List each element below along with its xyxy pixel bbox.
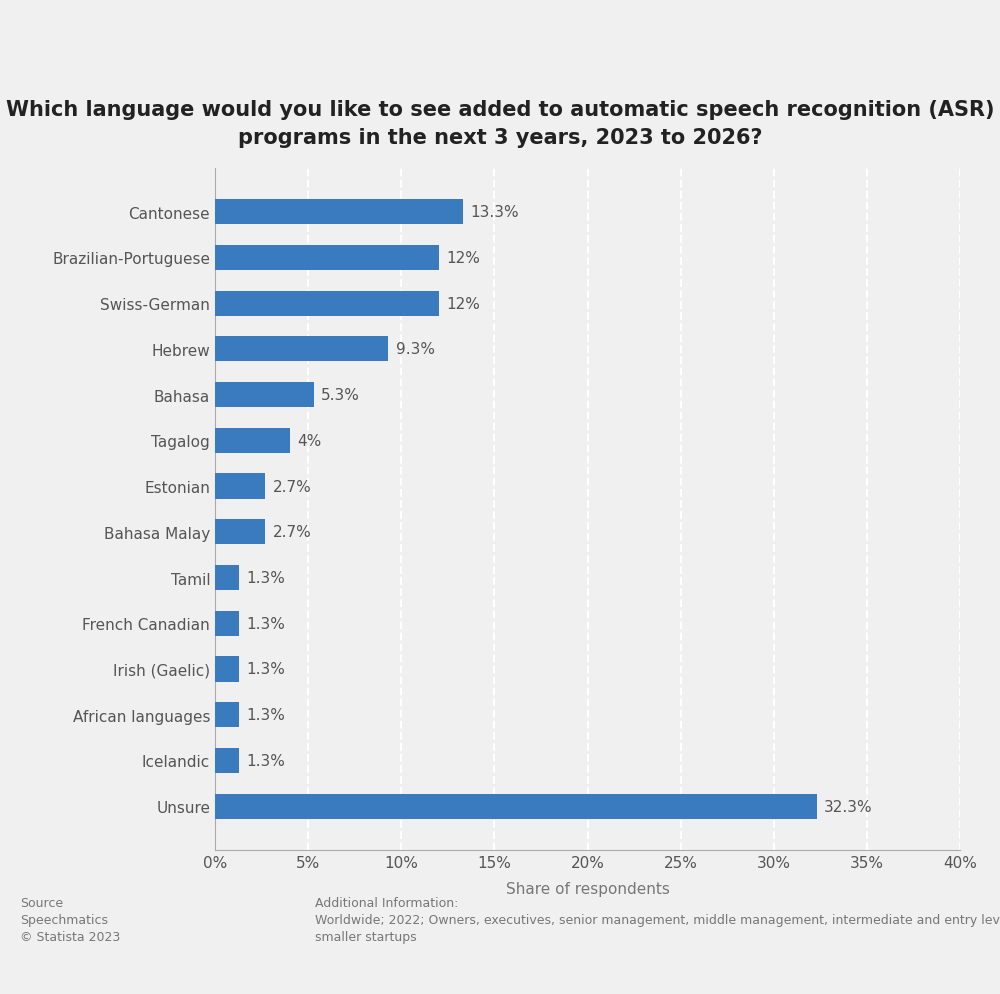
Bar	[215, 794, 817, 819]
Text: 32.3%: 32.3%	[824, 799, 873, 814]
Text: 1.3%: 1.3%	[247, 753, 286, 768]
Text: 4%: 4%	[297, 433, 321, 448]
Text: 5.3%: 5.3%	[321, 388, 360, 403]
Text: 1.3%: 1.3%	[247, 571, 286, 585]
Text: Source
Speechmatics
© Statista 2023: Source Speechmatics © Statista 2023	[20, 897, 120, 943]
Bar	[215, 520, 265, 545]
Text: 12%: 12%	[446, 250, 480, 265]
Text: 2.7%: 2.7%	[273, 525, 311, 540]
Text: Which language would you like to see added to automatic speech recognition (ASR): Which language would you like to see add…	[6, 100, 994, 148]
Text: 1.3%: 1.3%	[247, 708, 286, 723]
Text: 13.3%: 13.3%	[470, 205, 519, 220]
Bar	[215, 383, 314, 408]
Bar	[215, 291, 438, 316]
Bar	[215, 428, 290, 453]
Text: 1.3%: 1.3%	[247, 616, 286, 631]
Bar	[215, 748, 239, 773]
Text: Additional Information:
Worldwide; 2022; Owners, executives, senior management, : Additional Information: Worldwide; 2022;…	[315, 897, 1000, 943]
Bar	[215, 566, 239, 590]
Bar	[215, 703, 239, 728]
Bar	[215, 657, 239, 682]
Bar	[215, 200, 463, 225]
Text: 2.7%: 2.7%	[273, 479, 311, 494]
Text: 9.3%: 9.3%	[396, 342, 435, 357]
Bar	[215, 611, 239, 636]
Bar	[215, 474, 265, 499]
Text: 12%: 12%	[446, 296, 480, 311]
X-axis label: Share of respondents: Share of respondents	[506, 881, 669, 896]
Bar	[215, 337, 388, 362]
Text: 1.3%: 1.3%	[247, 662, 286, 677]
Bar	[215, 246, 438, 270]
